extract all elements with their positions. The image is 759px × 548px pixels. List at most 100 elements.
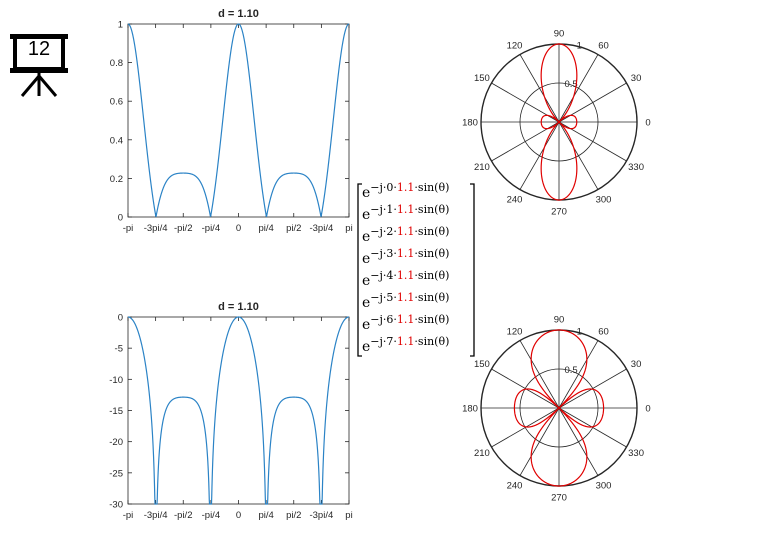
x-tick-label: 0 — [236, 223, 241, 234]
y-tick-label: -25 — [109, 468, 123, 479]
matrix-entry: e−j·0·1.1·sin(θ) — [362, 181, 449, 201]
x-tick-label: -3pi/4 — [309, 510, 333, 521]
matrix-entry: e−j·3·1.1·sin(θ) — [362, 247, 449, 267]
polar-spoke — [491, 368, 560, 409]
polar-spoke — [519, 340, 560, 409]
angle-label: 30 — [631, 359, 642, 370]
x-tick-label: -pi/4 — [202, 510, 220, 521]
projector-screen-icon — [10, 34, 68, 97]
y-tick-label: -15 — [109, 406, 123, 417]
exponent-index: −j·3· — [370, 247, 397, 260]
angle-label: 330 — [628, 448, 644, 459]
matrix-base: e — [362, 251, 371, 267]
angle-label: 270 — [551, 493, 567, 504]
y-tick-label: 0 — [118, 313, 123, 324]
x-tick-label: pi — [345, 510, 352, 521]
angle-label: 60 — [598, 326, 609, 337]
y-tick-label: -5 — [115, 344, 123, 355]
matrix-exponent: −j·7·1.1·sin(θ) — [370, 335, 449, 348]
x-tick-label: -3pi/4 — [309, 223, 333, 234]
angle-label: 0 — [645, 404, 650, 415]
slide-number: 12 — [27, 38, 51, 60]
x-tick-label: -pi/2 — [174, 510, 192, 521]
angle-label: 90 — [554, 315, 565, 326]
matrix-base: e — [362, 295, 371, 311]
chart-title: d = 1.10 — [218, 8, 259, 20]
matrix-base: e — [362, 207, 371, 223]
matrix-entry: e−j·6·1.1·sin(θ) — [362, 313, 449, 333]
angle-label: 330 — [628, 162, 644, 173]
radial-label: 0.5 — [564, 365, 577, 376]
angle-label: 180 — [462, 118, 478, 129]
spacing-coef: 1.1 — [396, 269, 415, 282]
polar-spoke — [519, 54, 560, 123]
plot-area — [127, 23, 350, 218]
y-tick-label: -30 — [109, 500, 123, 511]
matrix-exponent: −j·3·1.1·sin(θ) — [370, 247, 449, 260]
x-tick-label: pi — [345, 223, 352, 234]
exponent-sin: ·sin(θ) — [414, 313, 450, 326]
angle-label: 120 — [507, 326, 523, 337]
exponent-index: −j·6· — [370, 313, 397, 326]
spacing-coef: 1.1 — [396, 225, 415, 238]
steering-vector-matrix: e−j·0·1.1·sin(θ) e−j·1·1.1·sin(θ) e−j·2·1.… — [356, 181, 478, 358]
polar-linear-chart: 0 30 60 90 120 150 180 210 240 270 300 330 0.5 1 — [462, 29, 651, 218]
x-tick-label: -3pi/4 — [144, 223, 168, 234]
matrix-exponent: −j·5·1.1·sin(θ) — [370, 291, 449, 304]
angle-label: 30 — [631, 73, 642, 84]
angle-label: 150 — [474, 73, 490, 84]
exponent-index: −j·0· — [370, 181, 397, 194]
polar-spoke — [558, 407, 627, 448]
exponent-sin: ·sin(θ) — [414, 225, 450, 238]
matrix-exponent: −j·1·1.1·sin(θ) — [370, 203, 449, 216]
polar-spoke — [558, 54, 599, 123]
polar-db-chart: 0 30 60 90 120 150 180 210 240 270 300 330 0.5 1 — [462, 315, 651, 504]
x-tick-label: pi/4 — [258, 510, 273, 521]
x-tick-label: -3pi/4 — [144, 510, 168, 521]
exponent-index: −j·7· — [370, 335, 397, 348]
matrix-exponent: −j·4·1.1·sin(θ) — [370, 269, 449, 282]
linear-pattern-chart: d = 1.10 0 0.2 0.4 0.6 0.8 1 -pi -3pi/4 -pi/2 -pi/… — [110, 8, 353, 234]
y-tick-label: 0.4 — [110, 135, 123, 146]
angle-label: 240 — [507, 195, 523, 206]
spacing-coef: 1.1 — [396, 203, 415, 216]
matrix-exponent: −j·0·1.1·sin(θ) — [370, 181, 449, 194]
polar-spoke — [519, 407, 560, 476]
exponent-sin: ·sin(θ) — [414, 181, 450, 194]
polar-spoke — [519, 121, 560, 190]
x-tick-label: pi/4 — [258, 223, 273, 234]
series-line — [127, 23, 350, 217]
x-tick-label: -pi/2 — [174, 223, 192, 234]
y-tick-label: 0.6 — [110, 97, 123, 108]
matrix-entry: e−j·1·1.1·sin(θ) — [362, 203, 449, 223]
matrix-base: e — [362, 229, 371, 245]
angle-label: 120 — [507, 40, 523, 51]
radial-label: 1 — [577, 41, 582, 52]
y-tick-label: 0.8 — [110, 58, 123, 69]
exponent-sin: ·sin(θ) — [414, 335, 450, 348]
angle-label: 210 — [474, 448, 490, 459]
matrix-entry: e−j·7·1.1·sin(θ) — [362, 335, 449, 355]
polar-spoke — [558, 121, 599, 190]
spacing-coef: 1.1 — [396, 313, 415, 326]
polar-pattern — [540, 43, 578, 201]
series-line — [127, 316, 350, 505]
matrix-entry: e−j·5·1.1·sin(θ) — [362, 291, 449, 311]
spacing-coef: 1.1 — [396, 291, 415, 304]
spacing-coef: 1.1 — [396, 181, 415, 194]
matrix-exponent: −j·6·1.1·sin(θ) — [370, 313, 449, 326]
matrix-base: e — [362, 317, 371, 333]
angle-label: 210 — [474, 162, 490, 173]
x-tick-label: pi/2 — [286, 223, 301, 234]
matrix-brackets — [357, 183, 475, 357]
angle-label: 270 — [551, 207, 567, 218]
angle-label: 0 — [645, 118, 650, 129]
plot-area — [127, 316, 350, 505]
matrix-entry: e−j·2·1.1·sin(θ) — [362, 225, 449, 245]
exponent-index: −j·4· — [370, 269, 397, 282]
chart-title: d = 1.10 — [218, 301, 259, 313]
angle-label: 300 — [596, 195, 612, 206]
angle-label: 60 — [598, 40, 609, 51]
angle-label: 90 — [554, 29, 565, 40]
